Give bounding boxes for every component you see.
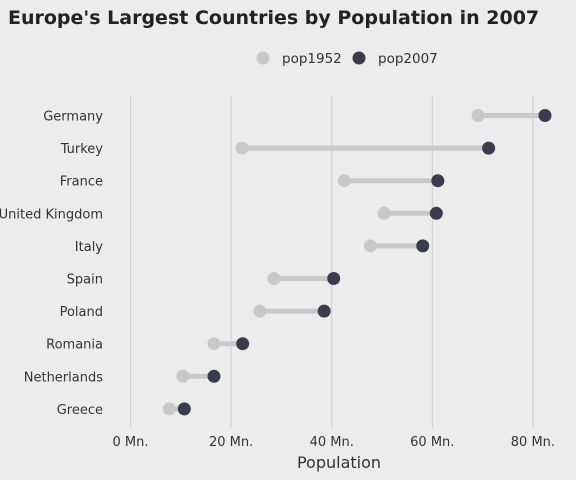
category-label-italy: Italy: [75, 240, 104, 255]
x-axis-ticks: 0 Mn. 20 Mn. 40 Mn. 60 Mn. 80 Mn.: [113, 435, 556, 450]
category-label-romania: Romania: [46, 338, 103, 353]
point-pop2007-united-kingdom: [429, 206, 443, 220]
x-tick-label-80: 80 Mn.: [511, 435, 555, 450]
chart-title: Europe's Largest Countries by Population…: [8, 7, 539, 29]
x-tick-label-40: 40 Mn.: [310, 435, 354, 450]
data-points: [162, 109, 552, 416]
category-label-germany: Germany: [43, 110, 103, 125]
legend-marker-pop1952: [256, 51, 270, 65]
x-tick-label-60: 60 Mn.: [410, 435, 454, 450]
legend: pop1952 pop2007: [256, 51, 438, 67]
x-tick-label-20: 20 Mn.: [209, 435, 253, 450]
point-pop2007-italy: [416, 239, 430, 253]
point-pop1952-france: [337, 174, 351, 188]
point-pop1952-greece: [162, 402, 176, 416]
point-pop1952-turkey: [235, 141, 249, 155]
connectors: [169, 113, 545, 412]
legend-marker-pop2007: [352, 51, 366, 65]
point-pop1952-italy: [363, 239, 377, 253]
category-label-united-kingdom: United Kingdom: [0, 207, 103, 222]
point-pop2007-turkey: [482, 141, 496, 155]
point-pop2007-romania: [236, 337, 250, 351]
point-pop2007-germany: [538, 109, 552, 122]
x-axis-title: Population: [297, 453, 381, 472]
category-label-turkey: Turkey: [60, 142, 104, 157]
point-pop2007-spain: [327, 272, 341, 285]
category-label-poland: Poland: [60, 305, 103, 320]
category-label-spain: Spain: [67, 273, 103, 288]
category-label-netherlands: Netherlands: [24, 370, 103, 385]
category-labels: Germany Turkey France United Kingdom Italy Sp…: [0, 110, 103, 418]
category-label-greece: Greece: [57, 403, 103, 418]
x-tick-label-0: 0 Mn.: [113, 435, 149, 450]
point-pop1952-netherlands: [176, 369, 190, 383]
grid-lines: [130, 96, 534, 428]
category-label-france: France: [60, 175, 103, 190]
point-pop1952-poland: [253, 304, 267, 318]
legend-label-pop2007: pop2007: [378, 51, 438, 67]
point-pop2007-france: [431, 174, 445, 188]
point-pop1952-germany: [471, 109, 485, 122]
legend-label-pop1952: pop1952: [282, 51, 342, 67]
point-pop1952-spain: [267, 272, 281, 285]
point-pop1952-united-kingdom: [377, 206, 391, 220]
point-pop1952-romania: [207, 337, 221, 351]
point-pop2007-netherlands: [207, 369, 221, 383]
point-pop2007-greece: [177, 402, 191, 416]
point-pop2007-poland: [317, 304, 331, 318]
